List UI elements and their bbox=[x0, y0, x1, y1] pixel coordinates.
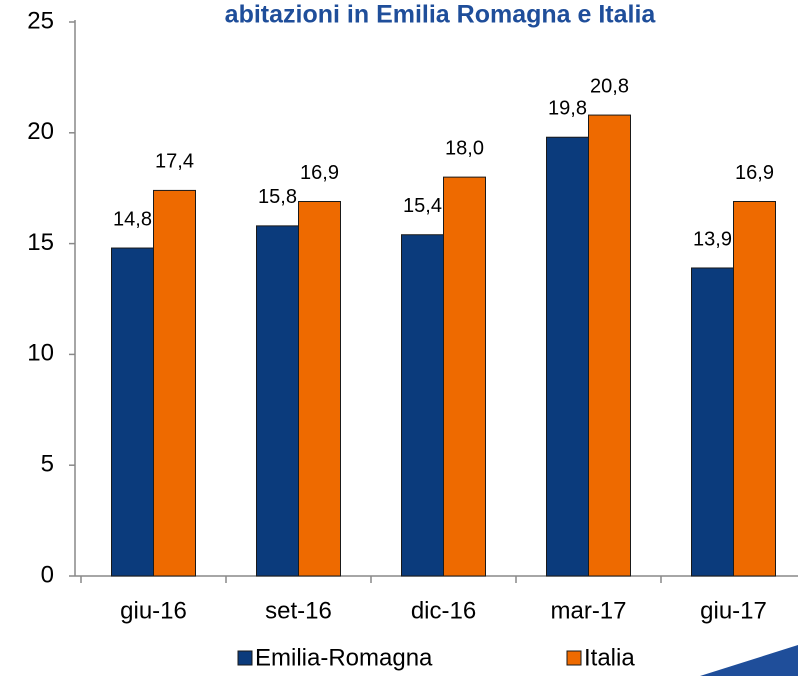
value-label: 15,8 bbox=[258, 186, 297, 208]
bar bbox=[691, 267, 734, 577]
y-tick-label: 0 bbox=[41, 561, 54, 588]
value-label: 20,8 bbox=[590, 75, 629, 97]
value-label: 16,9 bbox=[735, 162, 774, 184]
x-tick-label: mar-17 bbox=[550, 597, 626, 624]
value-label: 16,9 bbox=[300, 162, 339, 184]
bar bbox=[588, 114, 631, 577]
x-tick-label: giu-17 bbox=[700, 597, 767, 624]
y-tick-label: 10 bbox=[27, 340, 54, 367]
bar bbox=[298, 200, 341, 577]
y-tick-label: 5 bbox=[41, 451, 54, 478]
bar bbox=[733, 200, 776, 577]
decoration bbox=[700, 645, 798, 676]
chart-title: abitazioni in Emilia Romagna e Italia bbox=[225, 1, 657, 29]
bar bbox=[401, 234, 444, 577]
bar bbox=[153, 189, 196, 577]
y-tick-label: 20 bbox=[27, 118, 54, 145]
bar bbox=[256, 225, 299, 577]
x-tick-label: giu-16 bbox=[120, 597, 187, 624]
legend-swatch bbox=[566, 650, 582, 666]
value-label: 13,9 bbox=[693, 228, 732, 250]
y-tick-label: 25 bbox=[27, 7, 54, 34]
bar bbox=[443, 176, 486, 577]
bar bbox=[111, 247, 154, 577]
value-label: 19,8 bbox=[548, 98, 587, 120]
bar bbox=[546, 136, 589, 577]
legend-swatch bbox=[237, 650, 253, 666]
x-tick-label: dic-16 bbox=[411, 597, 476, 624]
x-tick-label: set-16 bbox=[265, 597, 332, 624]
y-tick-label: 15 bbox=[27, 229, 54, 256]
value-label: 18,0 bbox=[445, 137, 484, 159]
value-label: 17,4 bbox=[155, 151, 194, 173]
legend-label: Emilia-Romagna bbox=[255, 644, 433, 671]
legend-label: Italia bbox=[584, 644, 635, 671]
value-label: 15,4 bbox=[403, 195, 442, 217]
value-label: 14,8 bbox=[113, 208, 152, 230]
